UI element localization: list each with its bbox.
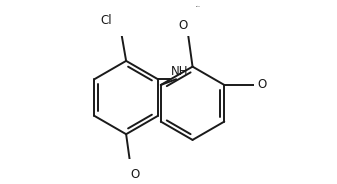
Text: NH: NH <box>171 65 188 78</box>
Text: O: O <box>131 168 140 181</box>
Text: Cl: Cl <box>101 14 112 27</box>
Text: O: O <box>179 20 188 33</box>
Text: methyl: methyl <box>196 6 201 7</box>
Text: O: O <box>258 78 267 91</box>
